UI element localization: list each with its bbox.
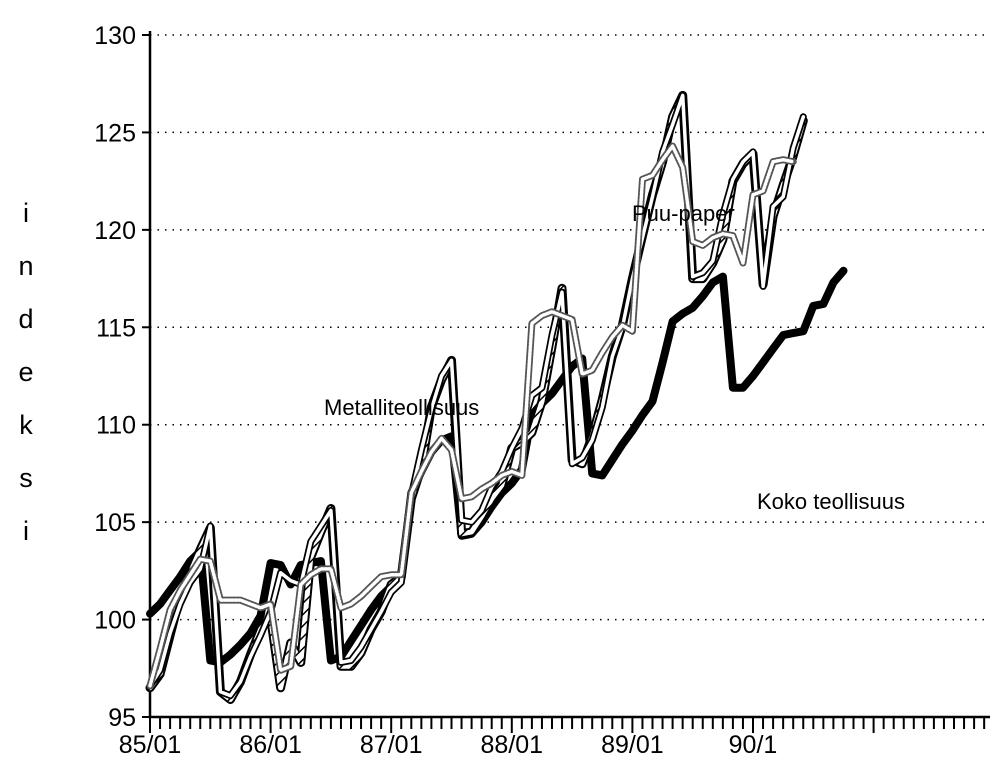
series-line-metalliteollisuus (148, 93, 806, 698)
y-tick-label-120: 120 (94, 217, 136, 245)
x-tick-labels: 85/01 86/01 87/01 88/01 89/01 90/1 (119, 731, 778, 759)
axes (142, 31, 990, 733)
y-tick-label-105: 105 (94, 509, 136, 537)
y-tick-label-95: 95 (108, 704, 136, 732)
x-tick-label-1: 86/01 (239, 731, 302, 759)
annotation-metalliteollisuus: Metalliteollisuus (324, 395, 479, 420)
y-axis-label-letter-1: n (18, 251, 33, 281)
y-axis-label-letter-2: d (18, 304, 33, 334)
y-tick-labels: 95 100 105 110 115 120 125 130 (94, 22, 136, 732)
y-axis-label-letter-5: s (19, 463, 33, 493)
x-tick-label-3: 88/01 (481, 731, 544, 759)
y-axis-label-letter-0: i (23, 198, 29, 228)
y-tick-label-110: 110 (96, 412, 136, 440)
y-axis-label-letter-3: e (18, 357, 33, 387)
x-tick-label-5: 90/1 (729, 731, 778, 759)
y-tick-label-115: 115 (96, 314, 136, 342)
annotation-puu-paper: Puu-paper (632, 201, 735, 226)
x-tick-label-0: 85/01 (119, 731, 182, 759)
annotation-koko-teollisuus: Koko teollisuus (757, 489, 905, 514)
series-line-puu-paper-alt- (148, 144, 795, 688)
series-lines (145, 90, 848, 704)
y-tick-label-125: 125 (94, 119, 136, 147)
x-tick-label-4: 89/01 (601, 731, 664, 759)
y-axis-label-letter-4: k (19, 410, 33, 440)
y-tick-label-130: 130 (94, 22, 136, 50)
y-tick-label-100: 100 (94, 607, 136, 635)
x-tick-label-2: 87/01 (360, 731, 423, 759)
y-axis-label-letter-6: i (23, 516, 29, 546)
series-line-koko-teollisuus (146, 266, 848, 667)
